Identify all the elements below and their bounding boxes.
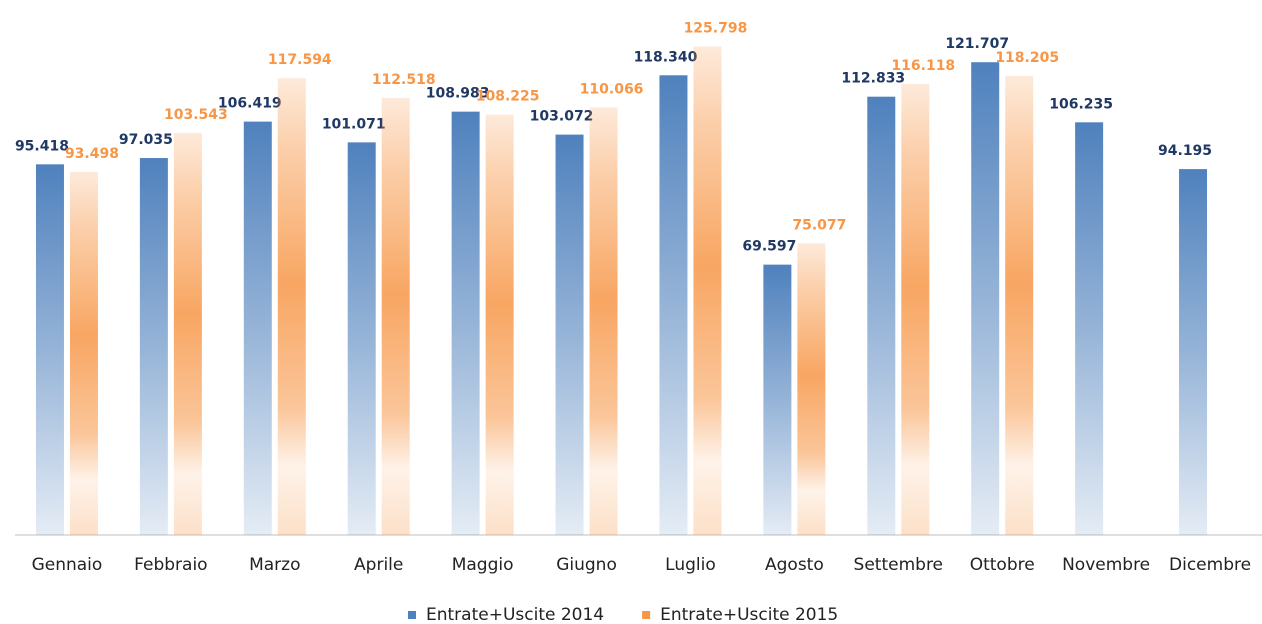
value-label: 75.077 — [792, 217, 846, 233]
bar — [1075, 122, 1104, 536]
x-tick-label: Gennaio — [32, 555, 103, 575]
x-tick-label: Agosto — [765, 555, 824, 575]
bar — [1005, 75, 1034, 536]
bar — [35, 164, 64, 535]
x-tick-label: Dicembre — [1169, 555, 1251, 575]
value-label: 108.983 — [426, 86, 490, 102]
bar — [173, 132, 202, 535]
value-label: 108.225 — [476, 89, 540, 105]
x-tick-label: Ottobre — [970, 555, 1035, 575]
value-label: 103.543 — [164, 107, 228, 123]
x-tick-label: Febbraio — [134, 555, 207, 575]
bar — [693, 46, 722, 536]
value-label: 125.798 — [684, 20, 748, 36]
legend-label: Entrate+Uscite 2014 — [426, 605, 604, 624]
value-label: 101.071 — [322, 116, 386, 132]
value-label: 94.195 — [1158, 143, 1212, 159]
bar — [277, 78, 306, 535]
value-label: 112.518 — [372, 72, 436, 88]
value-label: 118.205 — [995, 50, 1059, 66]
legend-marker — [408, 611, 416, 619]
value-label: 106.235 — [1049, 96, 1113, 112]
bar — [243, 121, 272, 535]
x-tick-label: Maggio — [452, 555, 514, 575]
bar — [485, 114, 514, 536]
x-tick-label: Luglio — [665, 555, 716, 575]
legend-marker — [642, 611, 651, 619]
value-label: 106.419 — [218, 96, 282, 112]
value-label: 95.418 — [15, 138, 69, 154]
x-tick-label: Novembre — [1062, 555, 1150, 575]
bar — [1179, 169, 1208, 535]
value-label: 110.066 — [580, 81, 644, 97]
bar — [347, 142, 376, 535]
value-label: 93.498 — [65, 146, 119, 162]
bar — [69, 171, 98, 535]
bar — [555, 134, 584, 535]
value-label: 118.340 — [634, 49, 698, 65]
bar — [763, 264, 792, 535]
bar — [901, 83, 930, 535]
bar — [971, 62, 1000, 535]
bar — [139, 158, 168, 536]
legend-label: Entrate+Uscite 2015 — [660, 605, 838, 624]
bar — [589, 107, 618, 536]
bar — [451, 111, 480, 536]
value-label: 121.707 — [945, 36, 1009, 52]
value-label: 103.072 — [530, 109, 594, 125]
x-tick-label: Settembre — [854, 555, 943, 575]
bar — [867, 96, 896, 535]
bar — [797, 243, 826, 535]
x-tick-label: Aprile — [354, 555, 403, 575]
value-label: 69.597 — [742, 239, 796, 255]
value-label: 97.035 — [119, 132, 173, 148]
x-tick-label: Giugno — [556, 555, 617, 575]
bar — [381, 97, 410, 536]
value-label: 116.118 — [891, 58, 955, 74]
value-label: 117.594 — [268, 52, 332, 68]
value-label: 112.833 — [841, 71, 905, 87]
x-tick-label: Marzo — [249, 555, 300, 575]
bar — [659, 75, 688, 535]
